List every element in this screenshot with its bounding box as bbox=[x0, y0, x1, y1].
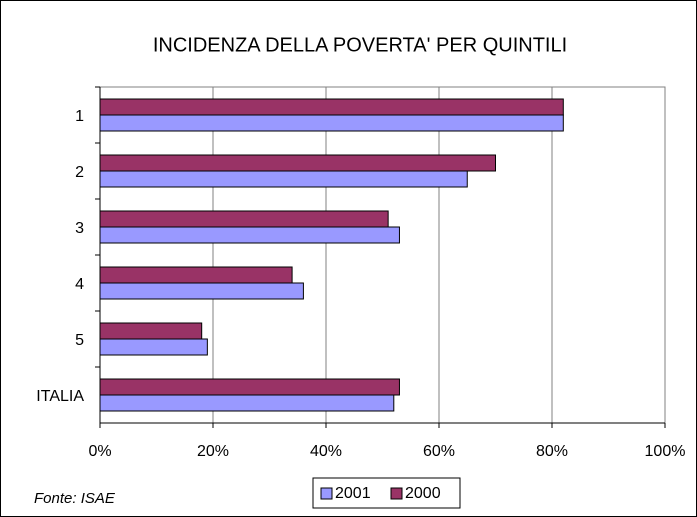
bar bbox=[99, 266, 293, 284]
legend-swatch bbox=[320, 487, 333, 500]
bar bbox=[99, 394, 395, 412]
legend-label: 2000 bbox=[405, 485, 441, 502]
y-tick-label: 2 bbox=[75, 164, 84, 181]
bar bbox=[99, 338, 208, 356]
bar bbox=[99, 322, 203, 340]
source-note: Fonte: ISAE bbox=[34, 490, 116, 507]
y-tick-label: 1 bbox=[75, 108, 84, 125]
y-tick-label: 3 bbox=[75, 220, 84, 237]
bar bbox=[99, 226, 400, 244]
y-tick-label: ITALIA bbox=[36, 388, 84, 405]
legend-box bbox=[312, 477, 461, 509]
bar bbox=[99, 154, 496, 172]
legend-label: 2001 bbox=[335, 485, 371, 502]
x-tick-label: 0% bbox=[88, 443, 111, 460]
y-tick-label: 4 bbox=[75, 276, 84, 293]
x-tick-label: 40% bbox=[310, 443, 342, 460]
bar bbox=[99, 282, 304, 300]
x-tick-label: 100% bbox=[645, 443, 686, 460]
x-tick-label: 20% bbox=[197, 443, 229, 460]
chart-title: INCIDENZA DELLA POVERTA' PER QUINTILI bbox=[153, 34, 567, 56]
bar bbox=[99, 378, 400, 396]
legend-swatch bbox=[390, 487, 403, 500]
x-tick-label: 80% bbox=[536, 443, 568, 460]
bar bbox=[99, 170, 468, 188]
bar bbox=[99, 114, 564, 132]
bar bbox=[99, 210, 389, 228]
y-tick-label: 5 bbox=[75, 332, 84, 349]
bar bbox=[99, 98, 564, 116]
plot-area bbox=[99, 86, 666, 424]
x-tick-label: 60% bbox=[423, 443, 455, 460]
